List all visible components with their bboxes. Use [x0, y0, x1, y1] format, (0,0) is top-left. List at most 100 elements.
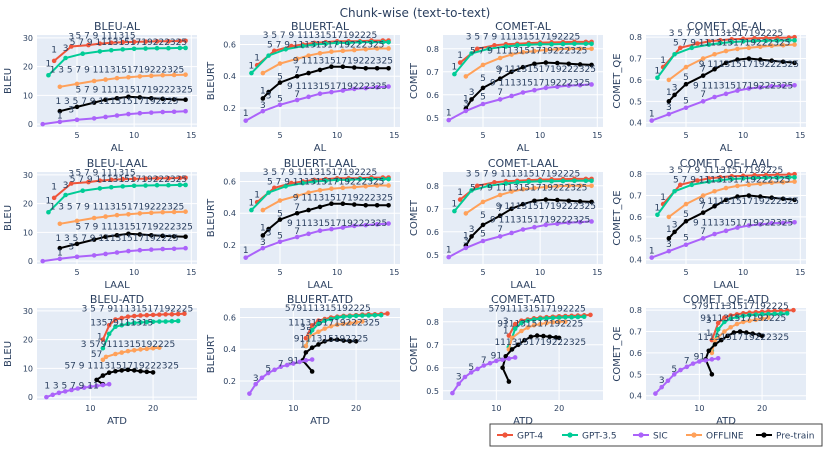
data-point-sic: [160, 109, 166, 115]
data-point-offline: [766, 315, 771, 320]
subplot-title: COMET_QE-LAAL: [680, 157, 773, 170]
data-point-offline: [303, 343, 309, 349]
data-point-pre-train: [737, 329, 743, 334]
x-tick-label: 20: [148, 404, 158, 413]
x-tick-label: 10: [85, 404, 95, 413]
point-label: 7: [497, 204, 503, 214]
point-label: 1: [51, 182, 57, 192]
data-point-pre-train: [515, 342, 521, 348]
data-point-offline: [509, 189, 514, 194]
data-point-sic: [746, 223, 752, 228]
y-tick-label: 0.8: [426, 318, 439, 327]
y-axis-label: BLEU: [3, 68, 14, 94]
legend-item-gpt-3-5[interactable]: GPT-3.5: [562, 432, 617, 442]
data-point-gpt-4: [100, 337, 106, 342]
data-point-offline: [277, 61, 283, 66]
data-point-gpt-4: [695, 178, 700, 183]
data-point-sic: [456, 381, 461, 387]
data-point-gpt-3-5: [752, 175, 757, 181]
data-point-gpt-4: [97, 178, 103, 183]
data-point-pre-train: [353, 339, 359, 344]
point-label: 5 7 9 1113151719222325: [673, 39, 790, 49]
data-point-sic: [532, 224, 537, 230]
data-point-gpt-3-5: [549, 178, 554, 184]
data-point-offline: [700, 193, 706, 198]
point-label: 5 7 9 1113151719222325: [75, 86, 192, 96]
data-point-offline: [666, 214, 672, 220]
point-label: 5 7 9 1113151719222325: [267, 178, 384, 188]
data-point-sic: [543, 222, 549, 228]
data-point-gpt-3-5: [283, 46, 289, 52]
y-tick-label: 0: [28, 120, 33, 129]
data-point-pre-train: [757, 57, 763, 62]
point-label: 1: [249, 198, 255, 208]
subplot-bluert-atd: 0.20.40.610 20BLUERT-ATDATDBLEURT57911131…: [206, 293, 400, 427]
data-point-offline: [363, 46, 369, 52]
point-label: 9 1113151719222325: [287, 82, 387, 92]
data-point-sic: [297, 359, 302, 365]
data-point-pre-train: [160, 233, 166, 239]
legend-item-sic[interactable]: SIC: [633, 432, 668, 442]
point-label: 9 1113151719222325: [287, 219, 387, 229]
data-point-pre-train: [340, 201, 346, 207]
data-point-offline: [792, 42, 797, 47]
point-label: 3 5 7 9 11131517192225: [263, 31, 378, 41]
data-point-gpt-3-5: [131, 183, 137, 189]
data-point-gpt-3-5: [752, 38, 757, 44]
data-point-pre-train: [131, 368, 137, 373]
data-point-gpt-3-5: [323, 41, 329, 47]
data-point-sic: [678, 367, 683, 373]
data-point-gpt-3-5: [689, 45, 695, 51]
data-point-offline: [509, 335, 515, 341]
data-point-sic: [329, 226, 334, 232]
point-label: 57 9 1113151719222325: [64, 361, 179, 371]
data-point-sic: [577, 82, 583, 88]
legend-item-pre-train[interactable]: Pre-train: [756, 432, 815, 442]
point-label: 1: [243, 246, 249, 256]
y-tick-label: 20: [23, 63, 33, 72]
data-point-gpt-4: [457, 197, 463, 202]
data-point-gpt-3-5: [575, 314, 581, 320]
data-point-gpt-3-5: [572, 178, 577, 184]
data-point-sic: [374, 222, 380, 227]
data-point-sic: [57, 119, 63, 125]
point-label: 579111315192225: [285, 304, 371, 314]
data-point-pre-train: [106, 370, 112, 375]
legend-item-gpt-4[interactable]: GPT-4: [497, 432, 543, 442]
data-point-gpt-3-5: [766, 311, 771, 317]
data-point-gpt-3-5: [108, 47, 114, 53]
data-point-sic: [137, 110, 143, 116]
x-tick-label: 10: [129, 131, 139, 140]
data-point-gpt-4: [51, 195, 57, 201]
data-point-gpt-4: [728, 313, 734, 318]
data-point-offline: [126, 211, 131, 217]
point-label: 1: [463, 95, 469, 105]
data-point-gpt-3-5: [131, 320, 137, 326]
data-point-offline: [171, 209, 177, 215]
data-point-offline: [316, 329, 321, 335]
data-point-gpt-4: [86, 42, 91, 48]
data-point-pre-train: [74, 241, 80, 247]
data-point-pre-train: [386, 203, 391, 208]
data-point-pre-train: [57, 245, 63, 251]
data-point-pre-train: [780, 196, 786, 202]
series-line-offline: [710, 316, 769, 354]
data-point-pre-train: [712, 203, 717, 209]
point-label: 1113151719222325: [494, 338, 586, 348]
data-point-sic: [463, 245, 469, 251]
data-point-sic: [450, 390, 455, 396]
data-point-offline: [277, 198, 283, 203]
x-tick-label: 20: [351, 404, 361, 413]
subplot-title: BLEU-AL: [94, 20, 141, 33]
y-tick-label: 0.4: [223, 72, 236, 81]
data-point-gpt-3-5: [763, 38, 769, 44]
data-point-gpt-3-5: [519, 320, 524, 326]
data-point-sic: [446, 254, 452, 260]
data-point-gpt-3-5: [177, 45, 183, 51]
data-point-gpt-3-5: [183, 182, 188, 188]
legend-item-offline[interactable]: OFFLINE: [686, 432, 744, 442]
point-label: 3: [260, 238, 266, 248]
data-point-pre-train: [666, 99, 672, 104]
data-point-pre-train: [103, 97, 108, 102]
data-point-pre-train: [666, 236, 672, 241]
